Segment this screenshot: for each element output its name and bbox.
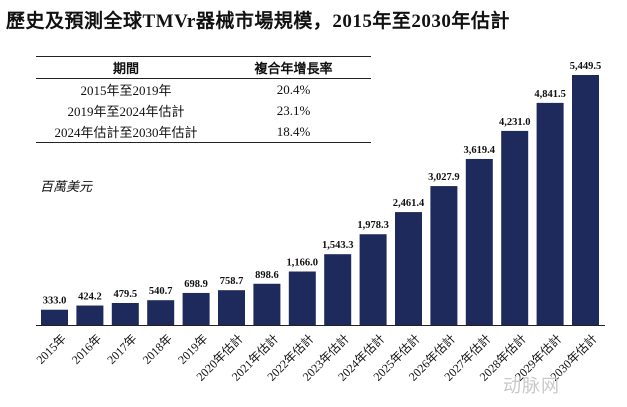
table-cell-cagr: 23.1% — [276, 102, 311, 118]
bar-3 — [147, 300, 175, 325]
x-tick-label-0: 2015年 — [33, 331, 68, 366]
chart-title: 歷史及預測全球TMVr器械市場規模，2015年至2030年估計 — [6, 11, 510, 32]
value-label-3: 540.7 — [149, 286, 173, 297]
table-cell-period: 2019年至2024年估計 — [67, 104, 185, 119]
bar-10 — [395, 212, 422, 325]
table-row: 2024年估計至2030年估計 18.4% — [36, 121, 371, 143]
table-cell-cagr: 20.4% — [276, 81, 311, 97]
bar-6 — [253, 283, 281, 325]
value-label-5: 758.7 — [220, 276, 244, 287]
table-header-cagr: 複合年增長率 — [216, 56, 371, 79]
bar-8 — [324, 254, 352, 325]
table-row: 2019年至2024年估計 23.1% — [36, 100, 371, 121]
value-label-0: 333.0 — [43, 296, 67, 307]
value-label-6: 898.6 — [255, 270, 279, 281]
value-label-9: 1,978.3 — [357, 220, 389, 231]
table-cell-period: 2015年至2019年 — [80, 83, 172, 98]
value-label-4: 698.9 — [184, 279, 208, 290]
cagr-table: 期間 複合年增長率 2015年至2019年 20.4% 2019年至2024年估… — [36, 56, 371, 143]
bar-5 — [218, 290, 245, 325]
value-label-8: 1,543.3 — [322, 240, 354, 251]
bar-1 — [76, 305, 104, 325]
bar-14 — [536, 102, 564, 326]
bar-11 — [430, 186, 458, 325]
table-header-period: 期間 — [36, 56, 216, 79]
table-cell-period: 2024年估計至2030年估計 — [36, 121, 216, 143]
value-label-14: 4,841.5 — [534, 89, 566, 100]
bar-15 — [572, 75, 599, 325]
table-cell-cagr: 18.4% — [216, 121, 371, 143]
value-label-15: 5,449.5 — [570, 61, 602, 72]
value-label-12: 3,619.4 — [464, 145, 496, 156]
value-label-11: 3,027.9 — [428, 172, 460, 183]
value-label-1: 424.2 — [78, 292, 102, 303]
x-tick-label-2: 2017年 — [104, 331, 139, 366]
value-label-2: 479.5 — [113, 289, 137, 300]
table-row: 2015年至2019年 20.4% — [36, 79, 371, 101]
watermark: 动脉网 — [503, 376, 560, 397]
bar-2 — [111, 303, 139, 325]
table-header-row: 期間 複合年增長率 — [36, 56, 371, 79]
unit-label: 百萬美元 — [40, 179, 93, 194]
bar-4 — [182, 292, 210, 325]
bar-13 — [501, 130, 529, 325]
bar-7 — [288, 271, 316, 325]
bar-0 — [41, 309, 68, 325]
bar-9 — [359, 234, 387, 325]
bar-12 — [465, 158, 493, 325]
value-label-10: 2,461.4 — [393, 198, 425, 209]
value-label-13: 4,231.0 — [499, 117, 531, 128]
value-label-7: 1,166.0 — [287, 258, 319, 269]
x-tick-label-1: 2016年 — [69, 331, 104, 366]
x-tick-label-3: 2018年 — [140, 331, 175, 366]
